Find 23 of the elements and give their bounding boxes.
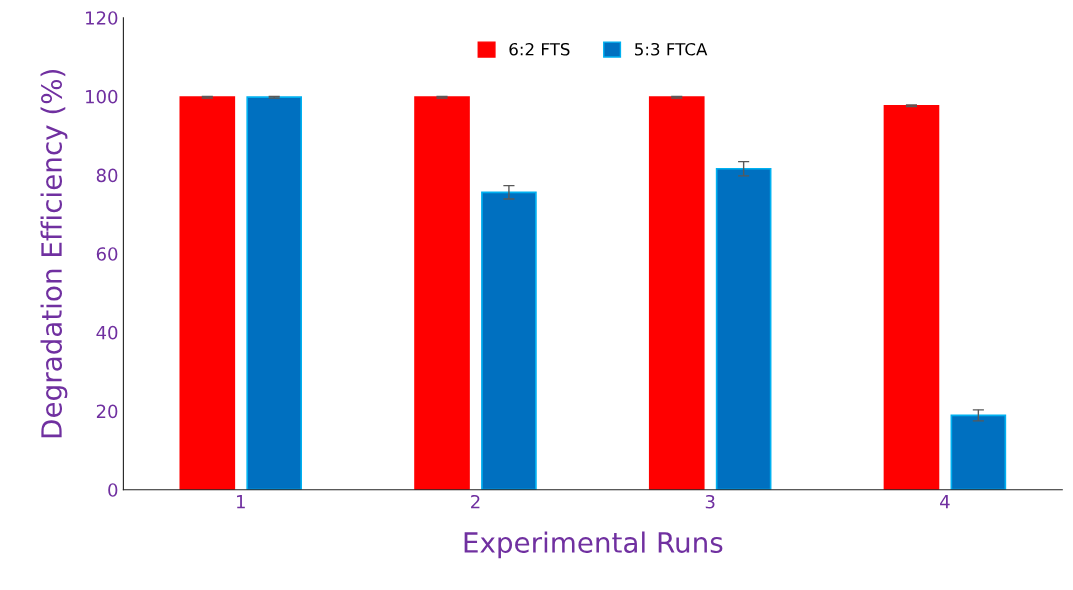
y-tick-label: 100 [86,89,118,104]
bar [414,96,470,490]
bar [883,104,940,490]
legend-label: 5:3 FTCA [635,42,708,56]
bar [715,167,772,490]
y-tick-label: 80 [96,168,118,183]
x-tick-label: 4 [940,495,950,509]
x-tick-label: 1 [236,495,245,509]
y-tick-label: 0 [108,483,118,497]
bar [246,96,303,490]
bar [648,96,705,490]
y-tick-label: 20 [96,404,118,419]
bar [950,414,1007,490]
legend-label: 6:2 FTS [509,42,570,56]
x-tick-label: 2 [471,494,480,509]
x-tick-label: 3 [705,494,715,509]
bar [481,191,537,490]
y-tick-label: 120 [86,11,118,25]
y-tick-label: 40 [96,325,118,340]
x-axis-title: Experimental Runs [464,531,723,559]
y-tick-label: 60 [96,247,118,261]
y-axis-title: Degradation Efficiency (%) [40,69,68,438]
bar [179,96,236,490]
